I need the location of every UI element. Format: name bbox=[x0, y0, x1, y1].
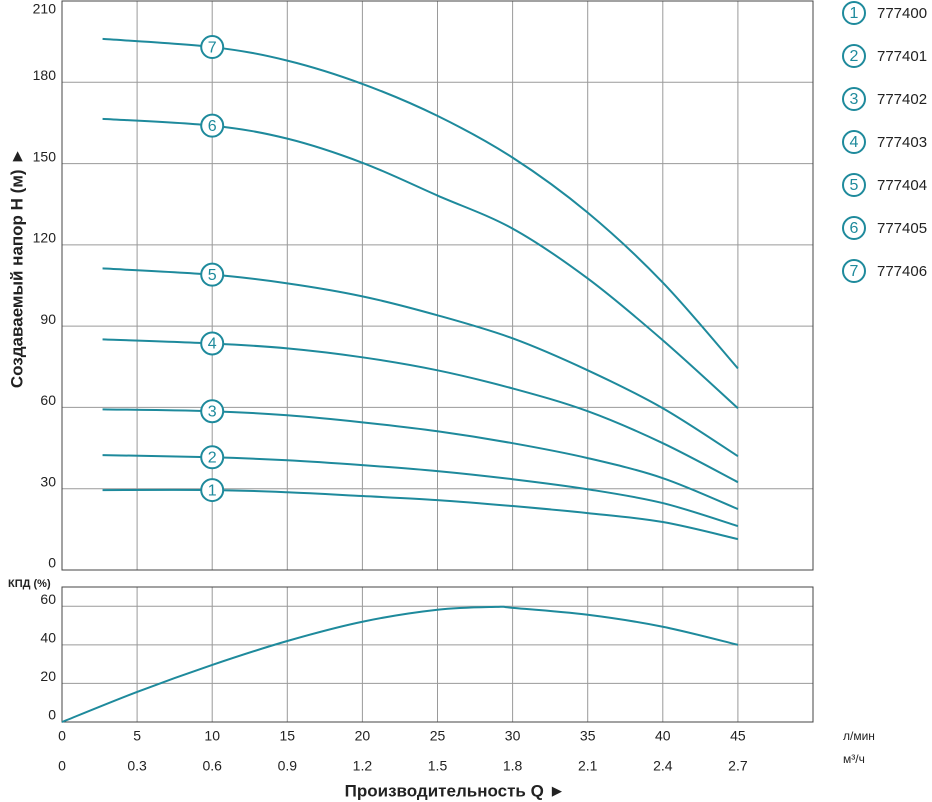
y-tick-label: 30 bbox=[40, 473, 56, 489]
legend-marker-label: 5 bbox=[850, 177, 859, 194]
x2-tick-label: 1.2 bbox=[353, 758, 373, 774]
plot-frame bbox=[61, 0, 814, 571]
curve bbox=[102, 338, 739, 484]
y-tick-label: 20 bbox=[40, 668, 56, 684]
curve bbox=[102, 117, 739, 409]
legend-marker bbox=[842, 130, 866, 154]
x-tick-label: 45 bbox=[730, 728, 746, 744]
legend-marker bbox=[842, 44, 866, 68]
curve-marker-label: 4 bbox=[208, 336, 217, 353]
curve-marker-label: 3 bbox=[208, 403, 217, 420]
y-tick-label: 90 bbox=[40, 311, 56, 327]
legend-label: 777402 bbox=[877, 91, 927, 108]
legend-marker bbox=[842, 259, 866, 283]
y-tick-label: 60 bbox=[40, 591, 56, 607]
x2-tick-label: 0.3 bbox=[127, 758, 147, 774]
curve-marker-label: 5 bbox=[208, 267, 217, 284]
legend-marker-label: 1 bbox=[850, 5, 859, 22]
curve-marker-label: 1 bbox=[208, 482, 217, 499]
legend-marker bbox=[842, 216, 866, 240]
x-tick-label: 35 bbox=[580, 728, 596, 744]
legend-marker bbox=[842, 87, 866, 111]
x-tick-label: 30 bbox=[505, 728, 521, 744]
curve-marker-label: 6 bbox=[208, 118, 217, 135]
x2-unit: м³/ч bbox=[843, 752, 865, 766]
x2-tick-label: 1.8 bbox=[503, 758, 523, 774]
y-tick-label: 60 bbox=[40, 392, 56, 408]
legend-marker-label: 6 bbox=[850, 220, 859, 237]
curve-marker bbox=[200, 113, 225, 138]
x2-tick-label: 0.6 bbox=[202, 758, 222, 774]
curve bbox=[102, 267, 739, 458]
y-tick-label: 0 bbox=[48, 707, 56, 723]
legend-label: 777405 bbox=[877, 220, 927, 237]
curve bbox=[102, 488, 739, 541]
legend-marker bbox=[842, 1, 866, 25]
x-unit: л/мин bbox=[843, 729, 875, 743]
x2-tick-label: 2.4 bbox=[653, 758, 673, 774]
x2-tick-label: 2.1 bbox=[578, 758, 598, 774]
x-tick-label: 15 bbox=[280, 728, 296, 744]
plot-frame bbox=[61, 586, 814, 723]
x-tick-label: 5 bbox=[133, 728, 141, 744]
legend-label: 777400 bbox=[877, 5, 927, 22]
legend-label: 777404 bbox=[877, 177, 927, 194]
x2-tick-label: 0 bbox=[58, 758, 66, 774]
x2-tick-label: 2.7 bbox=[728, 758, 748, 774]
legend-marker-label: 7 bbox=[850, 263, 859, 280]
curve bbox=[102, 408, 739, 510]
y-tick-label: 180 bbox=[33, 67, 57, 83]
x2-tick-label: 0.9 bbox=[278, 758, 298, 774]
curve bbox=[102, 37, 739, 370]
y-tick-label: 120 bbox=[33, 230, 57, 246]
efficiency-axis-title: КПД (%) bbox=[8, 578, 51, 590]
curve-marker bbox=[200, 35, 225, 60]
x-tick-label: 25 bbox=[430, 728, 446, 744]
legend-label: 777401 bbox=[877, 48, 927, 65]
curve-marker bbox=[200, 262, 225, 287]
y-tick-label: 150 bbox=[33, 148, 57, 164]
y-tick-label: 40 bbox=[40, 630, 56, 646]
x-tick-label: 20 bbox=[355, 728, 371, 744]
y-tick-label: 0 bbox=[48, 555, 56, 571]
curve bbox=[61, 605, 739, 723]
x-axis-title: Производительность Q ► bbox=[345, 781, 566, 800]
curve-marker bbox=[200, 445, 225, 470]
curve-marker bbox=[200, 478, 225, 503]
legend-marker bbox=[842, 173, 866, 197]
curve-marker bbox=[200, 399, 225, 424]
legend-label: 777406 bbox=[877, 263, 927, 280]
legend-marker-label: 4 bbox=[850, 134, 859, 151]
x-tick-label: 0 bbox=[58, 728, 66, 744]
legend-marker-label: 3 bbox=[850, 91, 859, 108]
x-tick-label: 10 bbox=[204, 728, 220, 744]
curve-marker-label: 7 bbox=[208, 39, 217, 56]
legend-label: 777403 bbox=[877, 134, 927, 151]
curve-marker bbox=[200, 331, 225, 356]
x-tick-label: 40 bbox=[655, 728, 671, 744]
y-axis-title: Создаваемый напор H (м) ► bbox=[7, 148, 26, 388]
x2-tick-label: 1.5 bbox=[428, 758, 448, 774]
y-tick-label: 210 bbox=[33, 1, 57, 17]
curve-marker-label: 2 bbox=[208, 450, 217, 467]
legend-marker-label: 2 bbox=[850, 48, 859, 65]
